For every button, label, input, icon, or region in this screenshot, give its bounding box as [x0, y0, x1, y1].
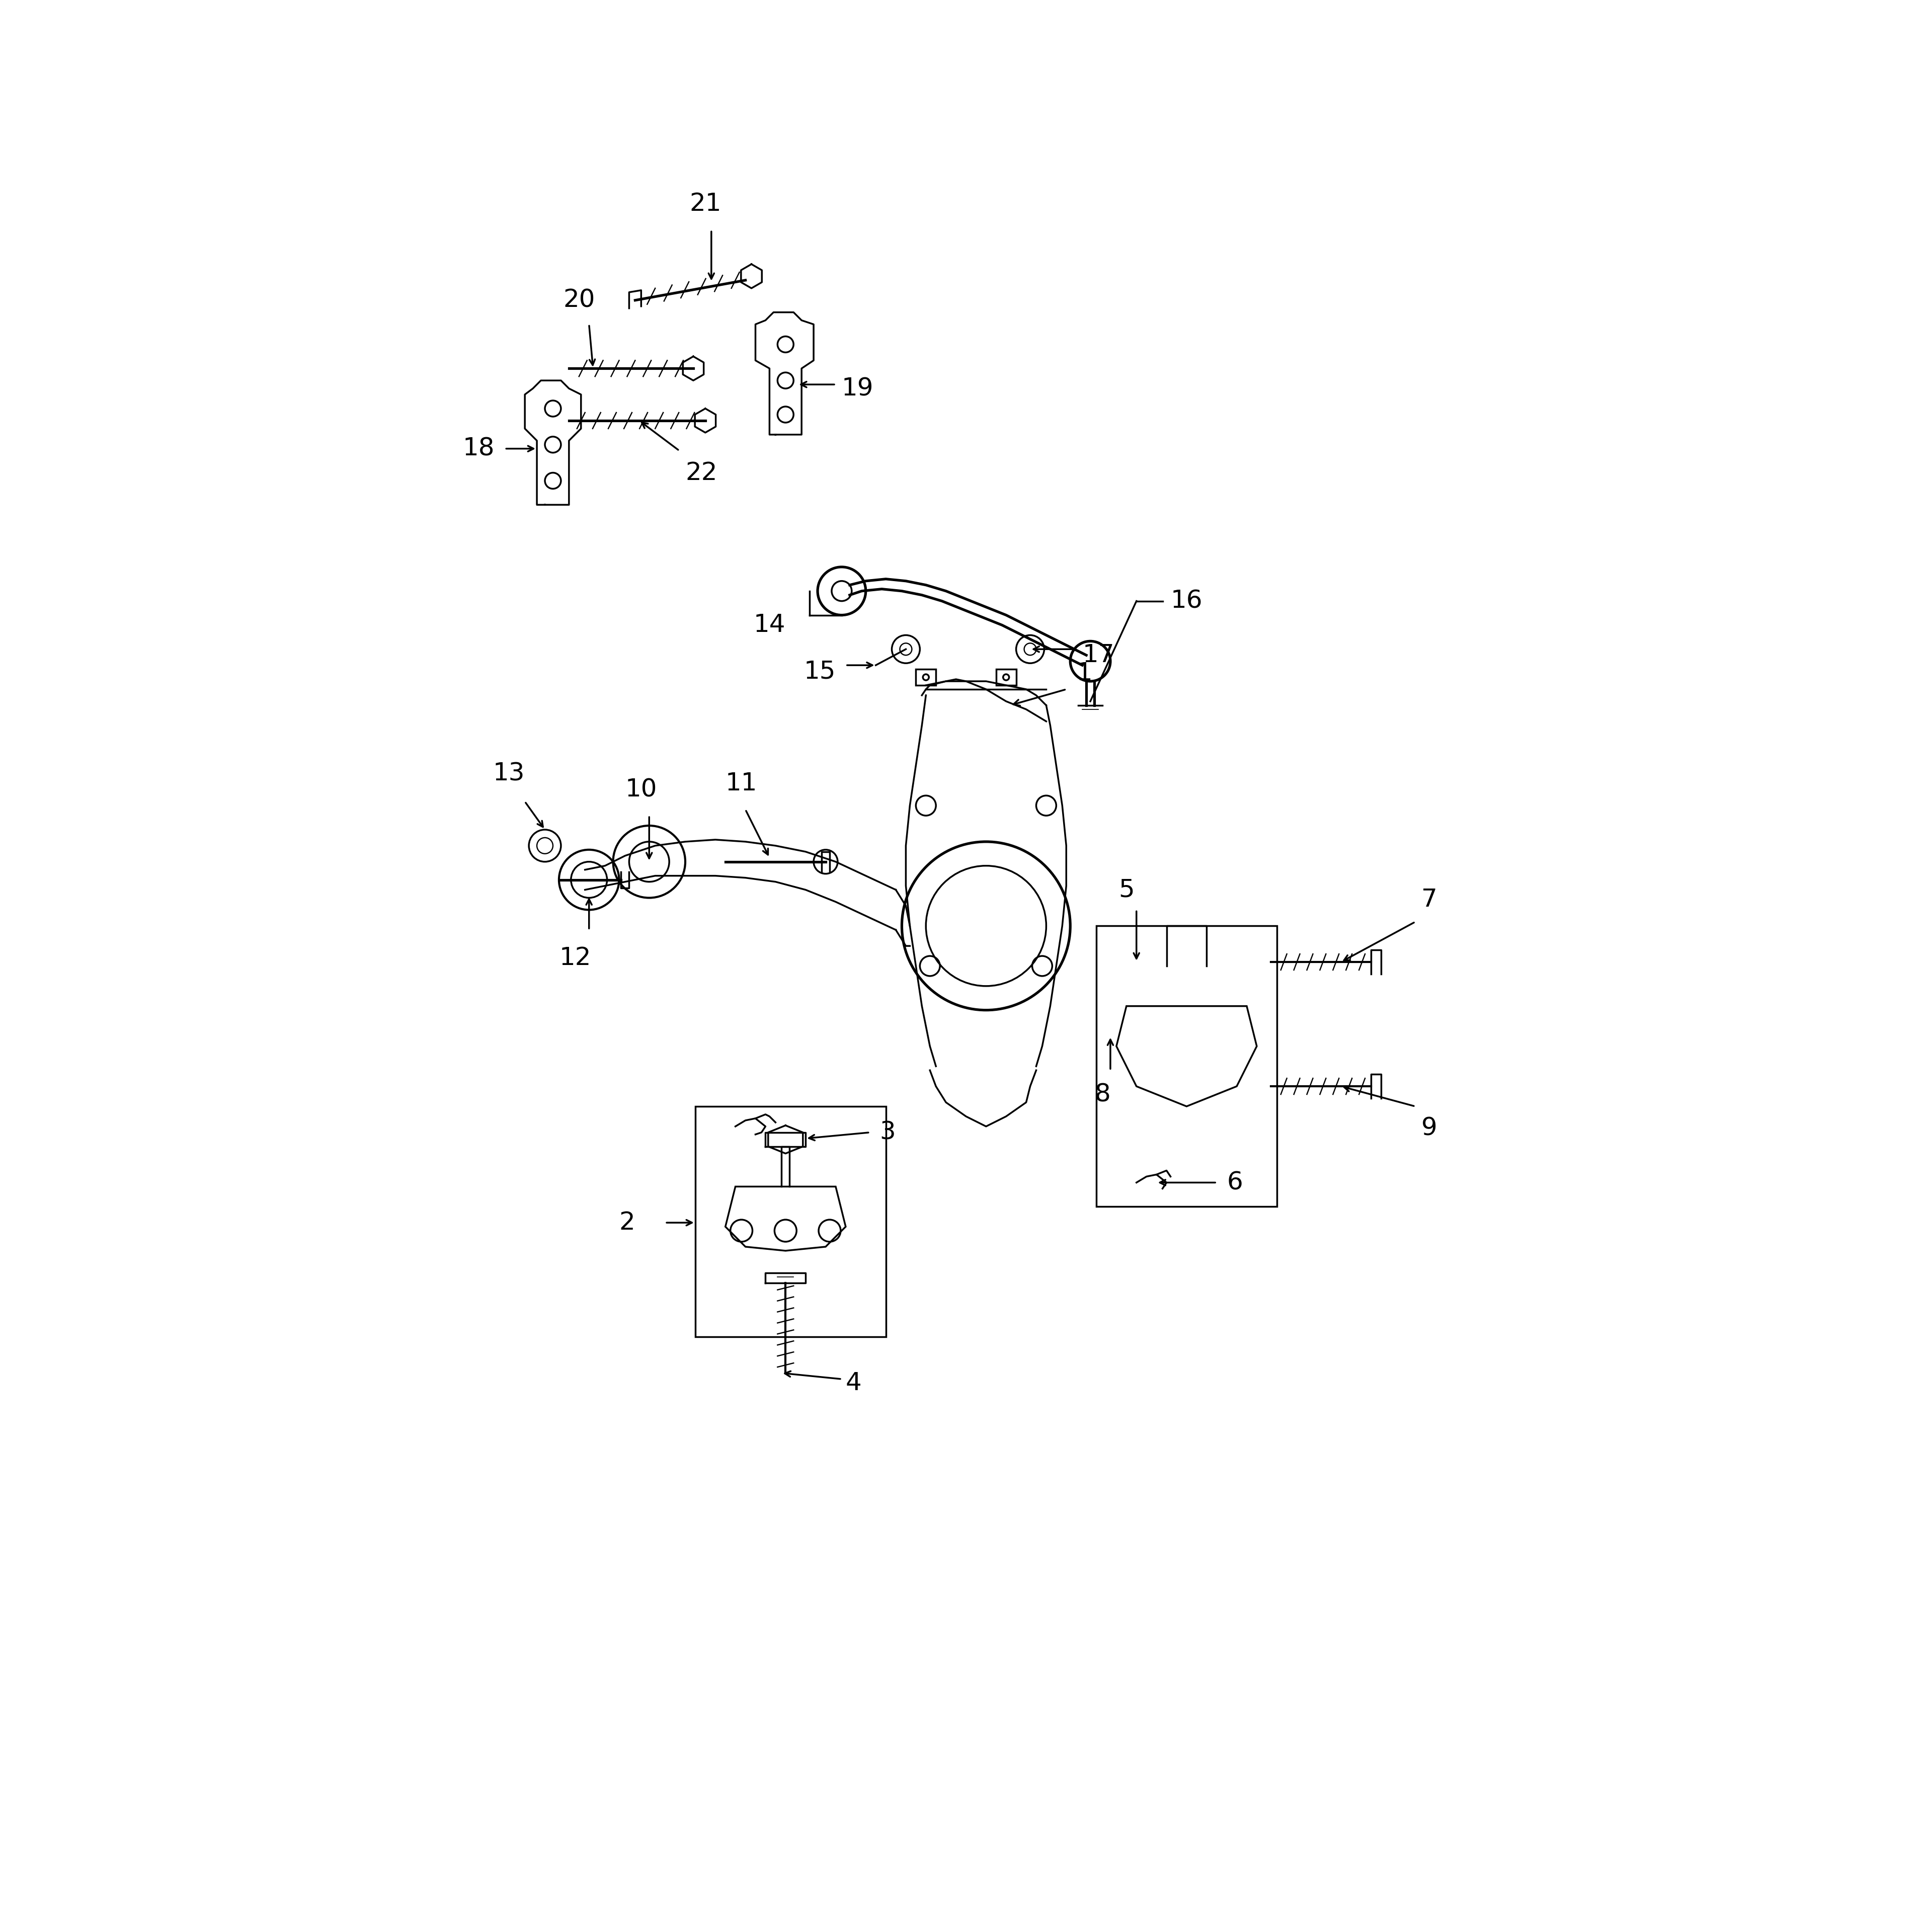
Text: 18: 18	[464, 437, 495, 460]
Text: 7: 7	[1422, 887, 1437, 912]
Bar	[696, 1107, 885, 1337]
Text: 12: 12	[558, 947, 591, 970]
Text: 22: 22	[686, 460, 717, 485]
Text: 1: 1	[1076, 661, 1092, 686]
Text: 13: 13	[493, 761, 526, 786]
Text: 11: 11	[725, 771, 757, 796]
Text: 9: 9	[1422, 1117, 1437, 1140]
Text: 8: 8	[1094, 1082, 1111, 1107]
Text: 19: 19	[842, 377, 873, 400]
Text: 20: 20	[562, 288, 595, 313]
Text: 5: 5	[1119, 877, 1134, 902]
Text: 3: 3	[879, 1121, 896, 1144]
Text: 16: 16	[1171, 589, 1202, 612]
Text: 10: 10	[626, 777, 657, 802]
Text: 2: 2	[618, 1211, 636, 1235]
Text: 15: 15	[804, 659, 837, 684]
Text: 6: 6	[1227, 1171, 1242, 1194]
Text: 4: 4	[846, 1372, 862, 1395]
Text: 21: 21	[690, 191, 721, 216]
Text: 17: 17	[1082, 643, 1115, 667]
Bar	[1095, 925, 1277, 1208]
Text: 14: 14	[753, 612, 786, 638]
